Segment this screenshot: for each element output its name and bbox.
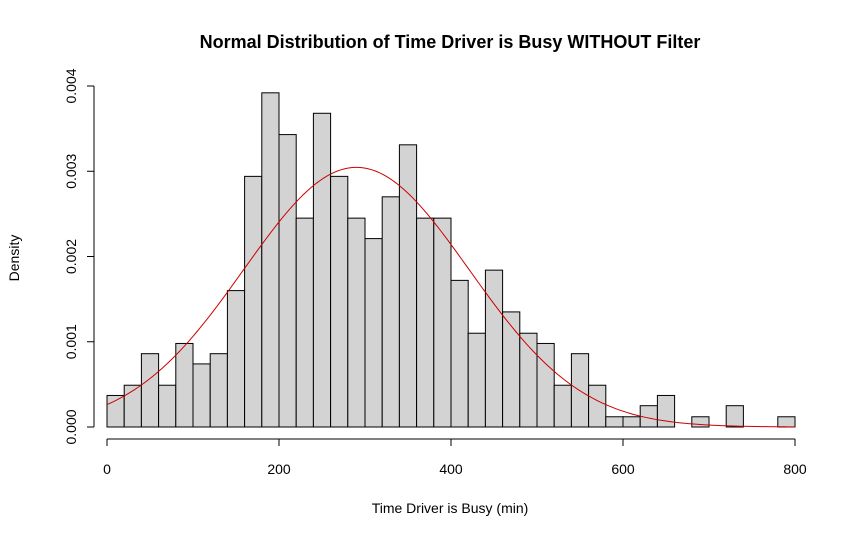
histogram-bar bbox=[467, 332, 486, 428]
histogram-bar bbox=[777, 416, 796, 428]
histogram-bar bbox=[433, 217, 452, 428]
histogram-bar bbox=[330, 175, 349, 428]
histogram-bar bbox=[295, 217, 314, 428]
y-axis: 0.000 0.001 0.002 0.003 0.004 bbox=[63, 68, 95, 445]
histogram-bar bbox=[381, 196, 400, 428]
histogram-bar bbox=[123, 384, 142, 428]
x-tick-label: 0 bbox=[103, 461, 111, 477]
x-tick-label: 600 bbox=[611, 461, 635, 477]
histogram-bar bbox=[347, 217, 366, 428]
histogram-bar bbox=[278, 134, 297, 428]
histogram-bar bbox=[158, 384, 177, 428]
histogram-bar bbox=[502, 311, 521, 428]
normal-density-curve bbox=[106, 166, 796, 428]
x-axis: 0 200 400 600 800 bbox=[103, 438, 807, 477]
y-tick-label: 0.003 bbox=[63, 154, 79, 189]
chart-title: Normal Distribution of Time Driver is Bu… bbox=[200, 32, 701, 52]
histogram-bar bbox=[622, 416, 641, 428]
histogram-bar bbox=[312, 112, 332, 428]
x-tick-label: 800 bbox=[783, 461, 807, 477]
histogram-bar bbox=[364, 238, 383, 428]
histogram-bar bbox=[261, 92, 280, 428]
histogram-bar bbox=[519, 332, 538, 428]
y-tick-label: 0.000 bbox=[63, 409, 79, 444]
histogram-bar bbox=[450, 279, 469, 428]
y-tick-label: 0.004 bbox=[63, 68, 79, 103]
histogram-bar bbox=[605, 416, 624, 428]
histogram-bar bbox=[691, 416, 710, 428]
y-tick-label: 0.002 bbox=[63, 239, 79, 274]
histogram-bar bbox=[725, 405, 744, 428]
histogram-bar bbox=[192, 363, 211, 428]
histogram-bar bbox=[484, 269, 504, 428]
x-tick-label: 200 bbox=[267, 461, 291, 477]
histogram-bar bbox=[175, 342, 194, 428]
histogram-bar bbox=[416, 217, 435, 428]
histogram-bar bbox=[209, 353, 228, 428]
histogram-bars bbox=[106, 92, 796, 428]
histogram-bar bbox=[536, 342, 555, 428]
histogram-bar bbox=[656, 394, 676, 428]
histogram-bar bbox=[244, 175, 263, 428]
histogram-bar bbox=[140, 353, 160, 428]
y-axis-label: Density bbox=[6, 235, 22, 282]
histogram-bar bbox=[553, 384, 572, 428]
histogram-bar bbox=[226, 290, 246, 428]
histogram-bar bbox=[588, 384, 607, 428]
x-axis-label: Time Driver is Busy (min) bbox=[372, 500, 529, 516]
x-tick-label: 400 bbox=[439, 461, 463, 477]
y-tick-label: 0.001 bbox=[63, 324, 79, 359]
